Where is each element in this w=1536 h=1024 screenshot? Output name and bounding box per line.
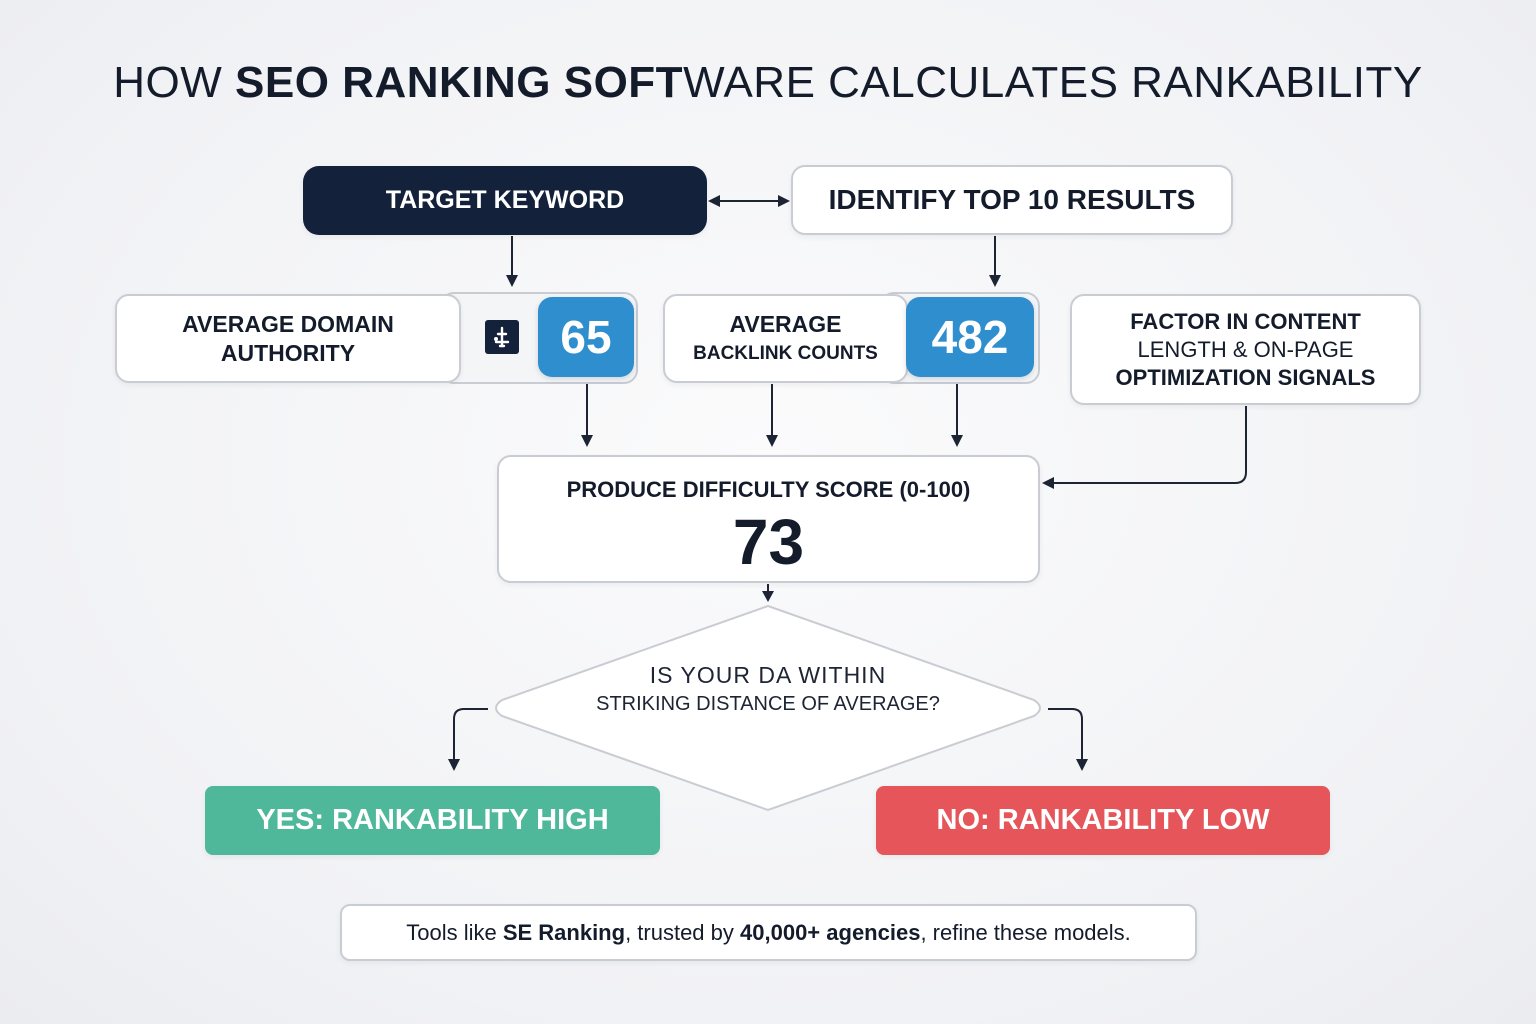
decision-line2: STRIKING DISTANCE OF AVERAGE?	[596, 693, 940, 715]
connector-difficulty-decision	[762, 584, 774, 602]
connector-top10-backlinks	[989, 236, 1001, 287]
content-factor-line1: FACTOR IN CONTENT	[1130, 308, 1361, 334]
domain-authority-value: 65	[560, 311, 612, 363]
connector-decision-no	[1048, 708, 1088, 771]
domain-authority-line2: AUTHORITY	[220, 339, 356, 366]
connector-keyword-top10	[708, 195, 790, 207]
decision-line1: IS YOUR DA WITHIN	[649, 662, 887, 688]
yes-outcome-label: YES: RANKABILITY HIGH	[256, 804, 609, 836]
footer-note: Tools like SE Ranking, trusted by 40,000…	[340, 904, 1197, 961]
backlinks-value: 482	[931, 311, 1009, 363]
content-factor-node: FACTOR IN CONTENT LENGTH & ON-PAGE OPTIM…	[1070, 294, 1421, 405]
target-keyword-node: TARGET KEYWORD	[303, 166, 707, 235]
difficulty-score-node: PRODUCE DIFFICULTY SCORE (0-100) 73	[497, 455, 1040, 583]
page-title: HOW SEO RANKING SOFTWARE CALCULATES RANK…	[113, 58, 1423, 107]
identify-top10-label: IDENTIFY TOP 10 RESULTS	[828, 184, 1196, 215]
no-outcome-label: NO: RANKABILITY LOW	[936, 804, 1270, 836]
connector-decision-yes	[448, 708, 488, 771]
domain-authority-node: AVERAGE DOMAIN AUTHORITY	[115, 294, 461, 383]
connector-backlinks-difficulty-left	[766, 384, 778, 447]
content-factor-line3: OPTIMIZATION SIGNALS	[1115, 364, 1376, 390]
domain-authority-icon	[485, 320, 519, 354]
difficulty-score-value: 73	[732, 506, 805, 578]
connector-content-difficulty	[1042, 406, 1247, 489]
no-outcome-node: NO: RANKABILITY LOW	[876, 786, 1330, 855]
difficulty-score-label: PRODUCE DIFFICULTY SCORE (0-100)	[566, 477, 971, 502]
target-keyword-label: TARGET KEYWORD	[385, 186, 625, 214]
connector-authority-difficulty	[581, 384, 593, 447]
footer-text: Tools like SE Ranking, trusted by 40,000…	[406, 919, 1131, 945]
domain-authority-line1: AVERAGE DOMAIN	[182, 310, 394, 337]
connector-backlinks-difficulty-right	[951, 384, 963, 447]
domain-authority-value-badge: 65	[538, 297, 634, 377]
identify-top10-node: IDENTIFY TOP 10 RESULTS	[791, 165, 1233, 235]
backlinks-line1: AVERAGE	[729, 310, 842, 337]
backlinks-value-badge: 482	[906, 297, 1034, 377]
connector-keyword-authority	[506, 236, 518, 287]
decision-diamond	[495, 604, 1041, 812]
backlinks-line2: BACKLINK COUNTS	[693, 342, 878, 364]
yes-outcome-node: YES: RANKABILITY HIGH	[205, 786, 660, 855]
content-factor-line2: LENGTH & ON-PAGE	[1137, 336, 1354, 362]
decision-text: IS YOUR DA WITHIN STRIKING DISTANCE OF A…	[540, 660, 996, 718]
backlinks-node: AVERAGE BACKLINK COUNTS	[663, 294, 908, 383]
